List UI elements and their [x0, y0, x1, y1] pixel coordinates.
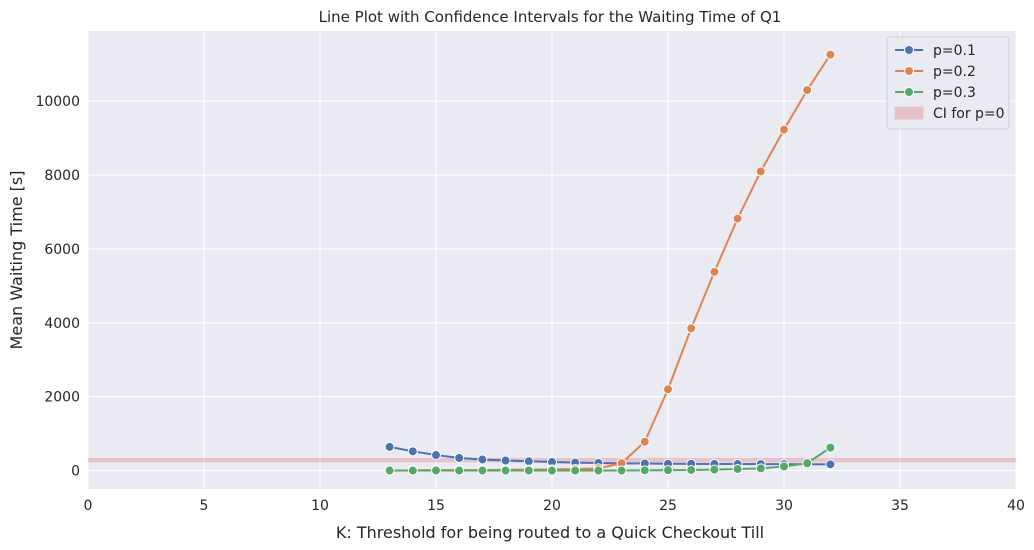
data-point	[523, 456, 534, 467]
legend-label: p=0.1	[933, 43, 976, 59]
x-tick-label: 0	[84, 498, 93, 514]
data-point	[755, 166, 766, 177]
data-point	[431, 465, 441, 476]
data-point	[732, 213, 743, 224]
chart-title: Line Plot with Confidence Intervals for …	[319, 8, 782, 26]
data-point	[454, 452, 465, 463]
data-point	[384, 465, 395, 476]
data-point	[825, 459, 836, 470]
data-point	[477, 454, 488, 465]
data-point	[686, 323, 697, 334]
data-point	[639, 465, 650, 476]
y-tick-label: 2000	[44, 390, 80, 406]
y-tick-label: 6000	[44, 242, 80, 258]
legend-marker	[904, 87, 914, 97]
x-tick-labels: 0 5 10 15 20 25 30 35 40	[84, 498, 1025, 514]
y-tick-label: 4000	[44, 316, 80, 332]
y-axis-label: Mean Waiting Time [s]	[7, 171, 26, 350]
x-axis-label: K: Threshold for being routed to a Quick…	[336, 523, 764, 542]
data-point	[663, 465, 673, 476]
data-point	[547, 465, 557, 476]
data-point	[523, 465, 534, 476]
data-point	[593, 465, 604, 476]
data-point	[639, 436, 650, 447]
legend-ci-swatch	[894, 106, 924, 120]
data-point	[477, 465, 488, 476]
data-point	[825, 49, 836, 60]
data-point	[686, 464, 697, 475]
data-point	[802, 85, 813, 96]
data-point	[663, 384, 673, 395]
data-point	[500, 465, 511, 476]
x-tick-label: 25	[659, 498, 677, 514]
x-tick-label: 40	[1007, 498, 1025, 514]
legend-marker	[904, 66, 914, 76]
data-point	[407, 446, 418, 457]
legend-label: CI for p=0	[933, 106, 1005, 122]
data-point	[570, 465, 581, 476]
data-point	[431, 450, 441, 461]
x-tick-label: 10	[311, 498, 329, 514]
y-tick-label: 0	[71, 464, 80, 480]
data-point	[755, 463, 766, 474]
y-tick-labels: 0 2000 4000 6000 8000 10000	[35, 94, 80, 479]
legend-label: p=0.3	[933, 85, 976, 101]
data-point	[384, 441, 395, 452]
data-point	[709, 464, 720, 475]
x-tick-label: 15	[427, 498, 445, 514]
data-point	[779, 124, 789, 135]
data-point	[616, 465, 627, 476]
y-tick-label: 8000	[44, 168, 80, 184]
data-point	[732, 464, 743, 475]
x-tick-label: 30	[775, 498, 793, 514]
x-tick-label: 35	[891, 498, 909, 514]
x-tick-label: 20	[543, 498, 561, 514]
data-point	[825, 442, 836, 453]
x-tick-label: 5	[200, 498, 209, 514]
series-3	[384, 442, 836, 476]
legend-marker	[904, 45, 914, 55]
data-point	[500, 455, 511, 466]
data-point	[709, 266, 720, 277]
legend-label: p=0.2	[933, 64, 976, 80]
data-point	[407, 465, 418, 476]
series-layer	[384, 49, 836, 476]
data-point	[802, 458, 813, 469]
y-tick-label: 10000	[35, 94, 80, 110]
legend: p=0.1 p=0.2 p=0.3 CI for p=0	[886, 36, 1010, 130]
data-point	[454, 465, 465, 476]
data-point	[779, 461, 789, 472]
legend-box	[886, 36, 1010, 130]
